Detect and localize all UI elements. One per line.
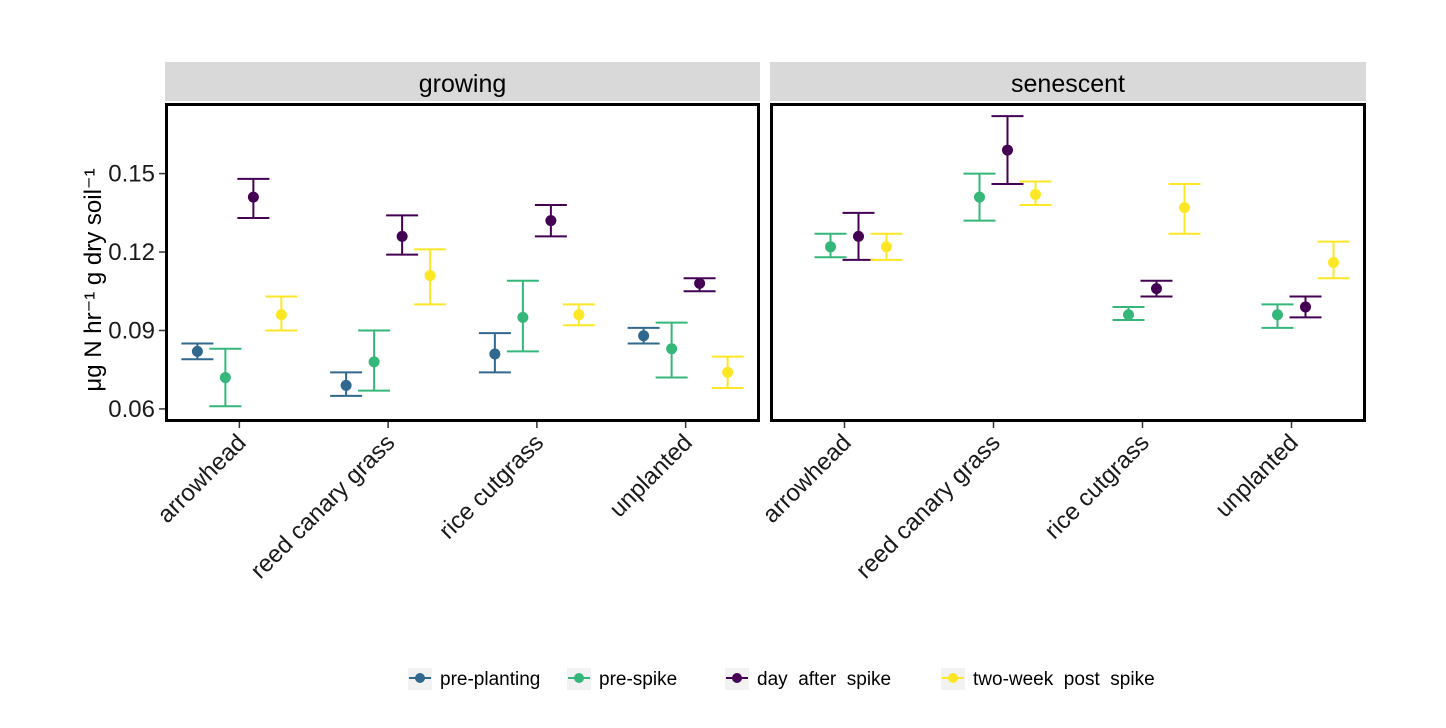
- data-point: [683, 277, 716, 293]
- point-marker: [881, 241, 892, 253]
- panel-border: [165, 103, 760, 422]
- data-point: [655, 321, 688, 379]
- data-point: [1140, 279, 1173, 298]
- point-marker: [1123, 309, 1134, 321]
- data-point: [358, 329, 391, 392]
- legend-label: two-week post spike: [973, 669, 1155, 690]
- point-marker: [489, 348, 501, 360]
- point-marker: [1328, 257, 1339, 268]
- legend-label: pre-planting: [440, 669, 540, 690]
- data-point: [478, 332, 511, 374]
- point-marker: [340, 379, 352, 391]
- x-tick-label: reed canary grass: [245, 429, 400, 584]
- panel-border: [770, 103, 1366, 422]
- legend-key-marker: [732, 673, 742, 683]
- data-point: [1317, 240, 1350, 280]
- data-point: [181, 342, 214, 361]
- data-point: [1261, 303, 1294, 329]
- y-axis: 0.06 0.09 0.12 0.15: [108, 161, 165, 423]
- legend-item: pre-spike: [567, 668, 677, 690]
- data-point: [1019, 180, 1052, 206]
- point-marker: [573, 309, 585, 321]
- legend-item: day after spike: [725, 668, 891, 690]
- data-point: [209, 347, 242, 408]
- data-point: [842, 211, 875, 261]
- x-tick-label: arrowhead: [152, 429, 251, 528]
- facet-strip: [770, 62, 1366, 101]
- point-marker: [825, 241, 836, 253]
- point-marker: [666, 343, 678, 355]
- data-point: [1289, 295, 1322, 319]
- x-tick-label: unplanted: [604, 429, 698, 523]
- data-point: [991, 115, 1024, 186]
- data-point: [814, 232, 847, 259]
- point-marker: [219, 372, 231, 384]
- data-point: [414, 248, 447, 306]
- data-point: [386, 214, 419, 256]
- point-marker: [545, 215, 557, 227]
- legend-key-marker: [415, 673, 425, 683]
- y-axis-label: μg N hr⁻¹ g dry soil⁻¹: [80, 168, 107, 391]
- x-tick-label: reed canary grass: [851, 429, 1006, 584]
- data-point: [1168, 183, 1201, 235]
- point-marker: [517, 311, 529, 323]
- x-tick-label: unplanted: [1210, 429, 1304, 523]
- data-point: [237, 177, 270, 220]
- data-point: [711, 355, 744, 390]
- data-point: [1112, 305, 1145, 322]
- point-marker: [638, 330, 650, 342]
- y-tick-label: 0.15: [108, 161, 155, 188]
- data-point: [562, 303, 595, 327]
- point-marker: [1030, 189, 1041, 201]
- legend-label: day after spike: [757, 669, 891, 690]
- y-tick-label: 0.06: [108, 396, 155, 423]
- legend-label: pre-spike: [599, 669, 677, 690]
- point-marker: [694, 277, 706, 289]
- point-marker: [974, 191, 985, 203]
- y-tick-label: 0.12: [108, 239, 155, 266]
- legend: pre-planting pre-spike day after spike two-…: [408, 668, 1155, 690]
- y-tick-label: 0.09: [108, 317, 155, 344]
- point-marker: [275, 309, 287, 321]
- facet-strip-label: senescent: [1011, 70, 1125, 98]
- data-point: [506, 279, 539, 353]
- facet-strip-label: growing: [419, 70, 507, 98]
- point-marker: [1002, 144, 1013, 156]
- x-tick-label: rice cutgrass: [1039, 429, 1154, 544]
- point-marker: [853, 230, 864, 242]
- facet-strip: [165, 62, 760, 101]
- legend-key-marker: [948, 673, 958, 683]
- data-point: [330, 371, 363, 397]
- point-marker: [191, 345, 203, 357]
- legend-item: pre-planting: [408, 668, 540, 690]
- point-marker: [722, 366, 734, 378]
- point-marker: [424, 270, 436, 282]
- data-point: [963, 172, 996, 222]
- data-point: [534, 203, 567, 238]
- legend-item: two-week post spike: [941, 668, 1155, 690]
- point-marker: [1179, 202, 1190, 214]
- point-marker: [247, 191, 259, 203]
- point-marker: [1272, 309, 1283, 321]
- x-tick-label: arrowhead: [757, 429, 856, 528]
- data-point: [627, 326, 660, 345]
- point-marker: [1151, 283, 1162, 295]
- x-tick-label: rice cutgrass: [434, 429, 549, 544]
- data-point: [870, 232, 903, 261]
- point-marker: [1300, 301, 1311, 313]
- point-marker: [396, 230, 408, 242]
- data-point: [265, 295, 298, 332]
- point-marker: [368, 356, 380, 368]
- legend-key-marker: [574, 673, 584, 683]
